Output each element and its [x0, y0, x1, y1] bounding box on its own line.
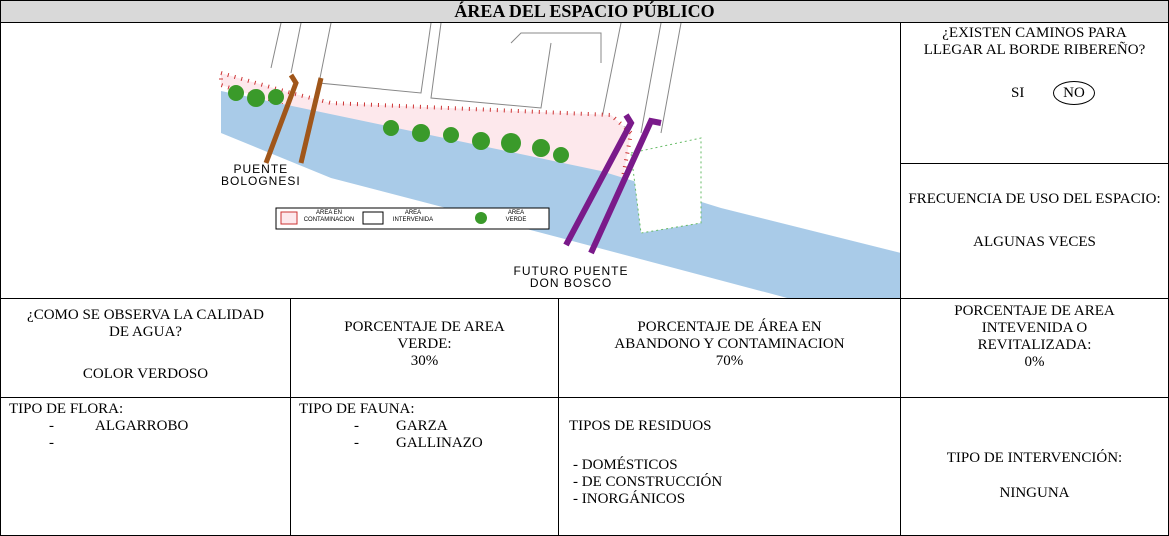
- flora-cell: TIPO DE FLORA: - ALGARROBO -: [0, 397, 291, 536]
- label: PORCENTAJE DE AREA VERDE:: [344, 319, 505, 352]
- item: DE CONSTRUCCIÓN: [581, 474, 723, 490]
- item: DOMÉSTICOS: [581, 457, 678, 473]
- label: PORCENTAJE DE AREA INTEVENIDA O REVITALI…: [954, 303, 1115, 353]
- label: TIPO DE FAUNA:: [299, 401, 415, 417]
- option: SI: [1011, 85, 1025, 101]
- item: GALLINAZO: [396, 435, 483, 451]
- frequency-cell: FRECUENCIA DE USO DEL ESPACIO: ALGUNAS V…: [900, 163, 1169, 299]
- value: 30%: [410, 353, 439, 369]
- legend-text: CONTAMINACION: [303, 217, 355, 223]
- abandon-cell: PORCENTAJE DE ÁREA EN ABANDONO Y CONTAMI…: [558, 298, 901, 398]
- list-item: - INORGÁNICOS: [573, 491, 686, 507]
- value: ALGUNAS VECES: [973, 234, 1096, 250]
- label: TIPO DE FLORA:: [9, 401, 124, 417]
- map-cell: PUENTE BOLOGNESI FUTURO PUENTE DON BOSCO…: [0, 22, 901, 299]
- label: TIPO DE INTERVENCIÓN:: [946, 450, 1123, 466]
- label: TIPOS DE RESIDUOS: [569, 418, 712, 434]
- legend-text: AREA: [404, 210, 422, 216]
- residues-cell: TIPOS DE RESIDUOS - DOMÉSTICOS - DE CONS…: [558, 397, 901, 536]
- label: FRECUENCIA DE USO DEL ESPACIO:: [908, 191, 1161, 207]
- value: 70%: [715, 353, 744, 369]
- item: INORGÁNICOS: [581, 491, 686, 507]
- item: GARZA: [396, 418, 448, 434]
- legend-text: AREA EN: [315, 210, 342, 216]
- list-item: - DE CONSTRUCCIÓN: [573, 474, 723, 490]
- value: NINGUNA: [999, 485, 1070, 501]
- list-item: -: [49, 435, 54, 451]
- value: COLOR VERDOSO: [82, 366, 209, 382]
- list-item: - GARZA: [354, 418, 448, 434]
- list-item: - GALLINAZO: [354, 435, 483, 451]
- label: PORCENTAJE DE ÁREA EN ABANDONO Y CONTAMI…: [614, 319, 845, 352]
- value: 0%: [1024, 354, 1045, 370]
- title: ÁREA DEL ESPACIO PÚBLICO: [0, 0, 1169, 23]
- water-cell: ¿COMO SE OBSERVA LA CALIDAD DE AGUA? COL…: [0, 298, 291, 398]
- intervened-cell: PORCENTAJE DE AREA INTEVENIDA O REVITALI…: [900, 298, 1169, 398]
- item: ALGARROBO: [95, 418, 189, 434]
- label: ¿COMO SE OBSERVA LA CALIDAD DE AGUA?: [27, 307, 264, 340]
- legend: [275, 207, 550, 230]
- list-item: - DOMÉSTICOS: [573, 457, 678, 473]
- map-label: FUTURO PUENTE: [513, 264, 629, 278]
- map-label: BOLOGNESI: [221, 174, 301, 188]
- map: [219, 23, 900, 298]
- intervention-cell: TIPO DE INTERVENCIÓN: NINGUNA: [900, 397, 1169, 536]
- legend-text: AREA: [507, 210, 525, 216]
- selected-option: NO: [1053, 81, 1095, 105]
- map-label: PUENTE: [233, 162, 289, 176]
- question: ¿EXISTEN CAMINOS PARA LLEGAR AL BORDE RI…: [923, 25, 1146, 58]
- fauna-cell: TIPO DE FAUNA: - GARZA - GALLINAZO: [290, 397, 559, 536]
- paths-cell: ¿EXISTEN CAMINOS PARA LLEGAR AL BORDE RI…: [900, 22, 1169, 164]
- map-label: DON BOSCO: [529, 276, 613, 290]
- green-cell: PORCENTAJE DE AREA VERDE: 30%: [290, 298, 559, 398]
- legend-text: INTERVENIDA: [392, 217, 434, 223]
- legend-text: VERDE: [505, 217, 527, 223]
- list-item: - ALGARROBO: [49, 418, 189, 434]
